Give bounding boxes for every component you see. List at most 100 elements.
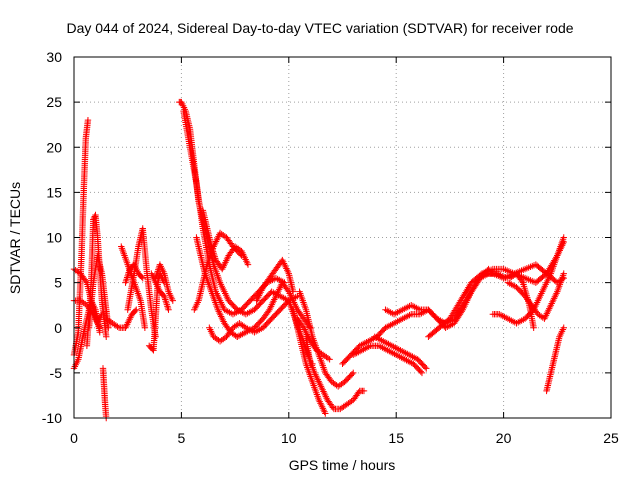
- data-point: [141, 324, 149, 331]
- data-point: [536, 312, 543, 319]
- series-arc-14: [148, 270, 172, 313]
- data-point: [417, 368, 424, 375]
- data-point: [111, 321, 118, 328]
- data-point: [319, 351, 327, 359]
- data-point: [316, 349, 324, 356]
- series-arc-11: [122, 261, 146, 286]
- axis-ticks: 0 5 10 15 20 25 -10 -5 0 5 10 15 20 25 30: [42, 49, 619, 446]
- data-point: [220, 232, 227, 239]
- data-point: [139, 274, 146, 282]
- data-point: [328, 378, 335, 386]
- data-point: [109, 320, 116, 327]
- data-point: [72, 267, 79, 274]
- data-point: [326, 356, 333, 363]
- data-point: [169, 297, 177, 304]
- y-tick-label: 15: [46, 184, 62, 200]
- y-tick-label: 5: [54, 275, 62, 291]
- data-point: [232, 322, 240, 329]
- data-point: [530, 324, 537, 331]
- data-point: [105, 324, 112, 331]
- data-point: [318, 350, 325, 357]
- series-arc-08: [103, 306, 140, 331]
- data-point: [244, 261, 252, 268]
- x-tick-label: 5: [178, 430, 186, 446]
- series-arc-27: [302, 333, 316, 368]
- data-point: [331, 380, 339, 388]
- series-arc-37: [543, 324, 567, 395]
- data-point: [309, 360, 316, 368]
- series-arc-13: [152, 261, 177, 304]
- data-point: [82, 277, 90, 285]
- data-point: [506, 274, 514, 282]
- data-point: [138, 273, 145, 281]
- data-point: [324, 355, 332, 362]
- data-point: [560, 238, 567, 246]
- data-point: [418, 369, 426, 377]
- data-point: [107, 318, 115, 326]
- data-point: [216, 229, 224, 237]
- data-point: [338, 380, 345, 388]
- data-point: [149, 345, 156, 353]
- data-point: [335, 383, 342, 390]
- x-tick-label: 15: [388, 430, 404, 446]
- data-point: [340, 403, 347, 410]
- data-point: [212, 334, 219, 342]
- data-point: [346, 399, 354, 406]
- series-arc-22: [253, 256, 297, 304]
- data-point: [423, 365, 430, 372]
- y-axis-label: SDTVAR / TECUs: [7, 182, 23, 294]
- data-point: [106, 317, 113, 325]
- series-arc-36: [506, 270, 537, 331]
- data-point: [229, 324, 237, 331]
- data-point: [337, 405, 344, 413]
- data-point: [218, 230, 225, 238]
- y-tick-label: 10: [46, 230, 62, 246]
- data-point: [345, 400, 352, 407]
- series-arc-19: [199, 207, 252, 273]
- data-point: [112, 322, 120, 329]
- data-point: [458, 308, 466, 315]
- series-arc-24: [289, 306, 329, 417]
- data-point: [80, 299, 87, 307]
- data-point: [236, 320, 243, 327]
- data-point: [560, 270, 567, 277]
- data-point: [537, 313, 545, 320]
- data-point: [510, 272, 517, 280]
- data-point: [84, 116, 92, 124]
- data-point: [114, 323, 121, 330]
- data-points: [70, 98, 567, 422]
- data-point: [103, 333, 110, 340]
- data-point: [213, 335, 221, 343]
- series-arc-35: [504, 270, 567, 322]
- data-point: [518, 277, 526, 285]
- data-point: [421, 363, 429, 371]
- series-arc-25: [296, 288, 357, 390]
- data-point: [237, 321, 245, 328]
- data-point: [103, 315, 110, 322]
- series-arc-06: [85, 252, 112, 331]
- x-axis-label: GPS time / hours: [289, 457, 396, 473]
- series-arc-34: [489, 238, 567, 327]
- series-arc-31: [371, 333, 430, 372]
- data-point: [216, 338, 224, 345]
- data-point: [239, 322, 246, 329]
- series-arc-33: [478, 261, 567, 286]
- x-tick-label: 10: [281, 430, 297, 446]
- data-point: [231, 323, 238, 330]
- data-point: [230, 331, 238, 338]
- data-point: [133, 306, 140, 313]
- data-point: [343, 401, 350, 408]
- y-tick-label: 0: [54, 320, 62, 336]
- data-point: [78, 298, 86, 306]
- data-point: [289, 288, 297, 295]
- data-point: [323, 353, 330, 361]
- data-point: [210, 333, 217, 340]
- y-tick-label: -5: [50, 365, 63, 381]
- data-point: [338, 404, 346, 412]
- data-point: [348, 370, 356, 378]
- data-point: [313, 347, 320, 354]
- data-point: [315, 348, 322, 355]
- data-point: [132, 307, 139, 315]
- data-point: [330, 379, 337, 387]
